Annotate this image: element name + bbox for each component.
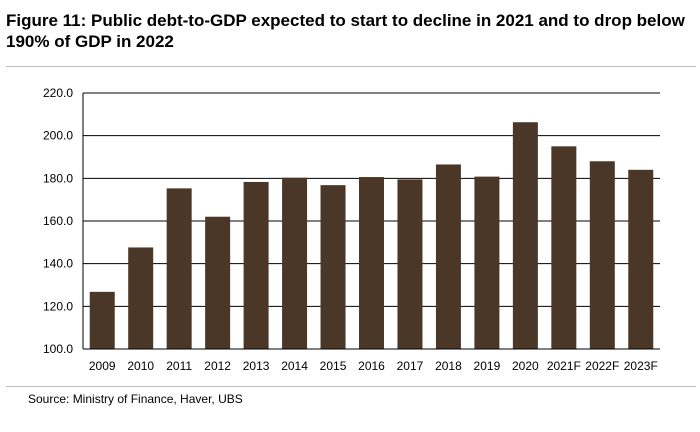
bar-2022f bbox=[589, 161, 615, 349]
x-tick-label: 2010 bbox=[127, 359, 154, 373]
x-tick-label: 2020 bbox=[512, 359, 539, 373]
bar-2020 bbox=[512, 122, 538, 349]
bar-2015 bbox=[320, 185, 346, 349]
bar-2018 bbox=[435, 164, 461, 349]
bar-2016 bbox=[359, 177, 384, 349]
x-tick-label: 2016 bbox=[358, 359, 385, 373]
source-divider bbox=[6, 386, 696, 387]
x-tick-label: 2011 bbox=[166, 359, 192, 373]
x-tick-label: 2014 bbox=[281, 359, 308, 373]
bar-2010 bbox=[128, 247, 154, 349]
bar-2014 bbox=[282, 177, 308, 349]
x-tick-label: 2018 bbox=[435, 359, 462, 373]
x-tick-label: 2015 bbox=[320, 359, 347, 373]
bar-chart: 100.0 120.0 140.0 160.0 180.0 200.0 220.0 2009… bbox=[43, 86, 660, 373]
bar-2019 bbox=[474, 176, 500, 349]
x-tick-label: 2013 bbox=[243, 359, 270, 373]
x-tick-label: 2021F bbox=[547, 359, 581, 373]
x-tick-label: 2019 bbox=[474, 359, 501, 373]
title-divider bbox=[6, 66, 696, 67]
y-tick-label: 100.0 bbox=[43, 342, 73, 356]
x-tick-label: 2022F bbox=[585, 359, 619, 373]
x-axis-tick-labels: 2009 2010 2011 2012 2013 2014 2015 2016 2017 2018… bbox=[89, 359, 658, 373]
page-title: Figure 11: Public debt-to-GDP expected t… bbox=[6, 11, 685, 51]
y-tick-label: 220.0 bbox=[43, 86, 73, 100]
x-tick-label: 2009 bbox=[89, 359, 116, 373]
x-tick-label: 2012 bbox=[204, 359, 231, 373]
y-tick-label: 140.0 bbox=[43, 257, 73, 271]
x-tick-label: 2023F bbox=[624, 359, 658, 373]
bar-2023f bbox=[628, 169, 654, 349]
y-tick-label: 120.0 bbox=[43, 299, 73, 313]
bars bbox=[89, 122, 654, 349]
bar-2017 bbox=[397, 179, 423, 349]
bar-2009 bbox=[89, 291, 115, 349]
bar-2012 bbox=[205, 216, 231, 349]
bar-2013 bbox=[243, 181, 269, 349]
source-note: Source: Ministry of Finance, Haver, UBS bbox=[28, 392, 243, 406]
y-tick-label: 180.0 bbox=[43, 171, 73, 185]
x-tick-label: 2017 bbox=[397, 359, 424, 373]
bar-2021f bbox=[551, 146, 577, 349]
bar-2011 bbox=[166, 188, 192, 349]
y-axis-tick-labels: 100.0 120.0 140.0 160.0 180.0 200.0 220.0 bbox=[43, 86, 73, 356]
y-tick-label: 200.0 bbox=[43, 129, 73, 143]
y-tick-label: 160.0 bbox=[43, 214, 73, 228]
